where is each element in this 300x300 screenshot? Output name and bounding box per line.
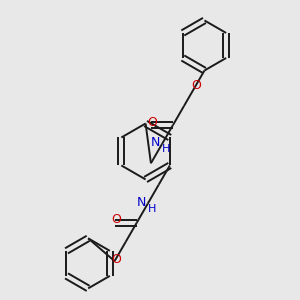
Text: H: H [148, 204, 156, 214]
Text: O: O [111, 253, 121, 266]
Text: O: O [192, 79, 202, 92]
Text: H: H [162, 144, 171, 154]
Text: O: O [148, 116, 157, 129]
Text: N: N [151, 136, 160, 149]
Text: N: N [137, 196, 146, 209]
Text: O: O [111, 213, 121, 226]
